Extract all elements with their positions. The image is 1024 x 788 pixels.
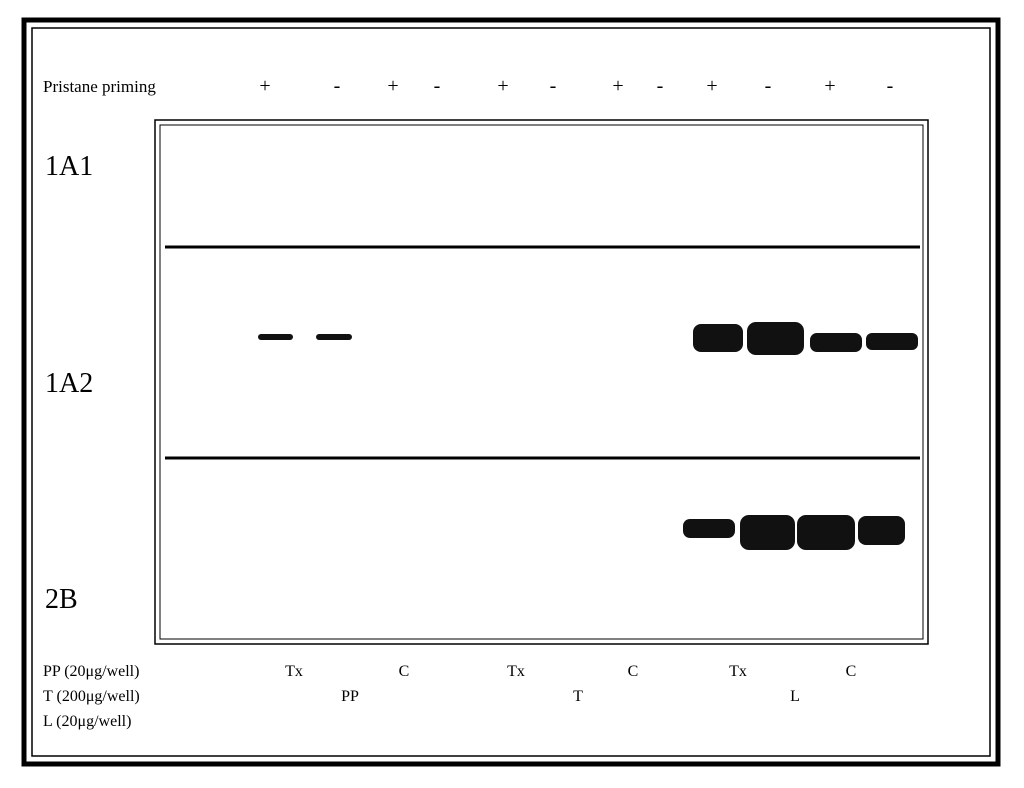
blot-frame [154,119,929,645]
row-label: 1A2 [45,368,93,399]
sign: + [612,75,623,97]
row-label: 1A1 [45,151,93,182]
sign: - [550,75,557,97]
sign: - [657,75,664,97]
band [316,334,352,340]
outer-frame [21,17,1001,767]
band [810,333,862,352]
sign: + [706,75,717,97]
sign: - [765,75,772,97]
treatment: C [846,663,857,680]
sign: + [824,75,835,97]
band [683,519,735,538]
band [747,322,804,355]
sign: - [434,75,441,97]
legend-line: L (20μg/well) [43,713,131,730]
band [693,324,743,352]
band [258,334,293,340]
outer-frame-inner [31,27,991,757]
legend-line: T (200μg/well) [43,688,140,705]
group: T [573,688,583,705]
band [797,515,855,550]
group: PP [341,688,359,705]
sign: + [387,75,398,97]
treatment: C [628,663,639,680]
band [740,515,795,550]
band [858,516,905,545]
sign: - [334,75,341,97]
sign: + [259,75,270,97]
row-label: 2B [45,584,78,615]
sign: + [497,75,508,97]
treatment: C [399,663,410,680]
priming-label: Pristane priming [43,77,156,96]
legend-line: PP (20μg/well) [43,663,139,680]
treatment: Tx [507,663,525,680]
sign: - [887,75,894,97]
treatment: Tx [285,663,303,680]
band [866,333,918,350]
blot-frame-inner [159,124,924,640]
treatment: Tx [729,663,747,680]
bands [258,322,918,550]
group: L [790,688,800,705]
